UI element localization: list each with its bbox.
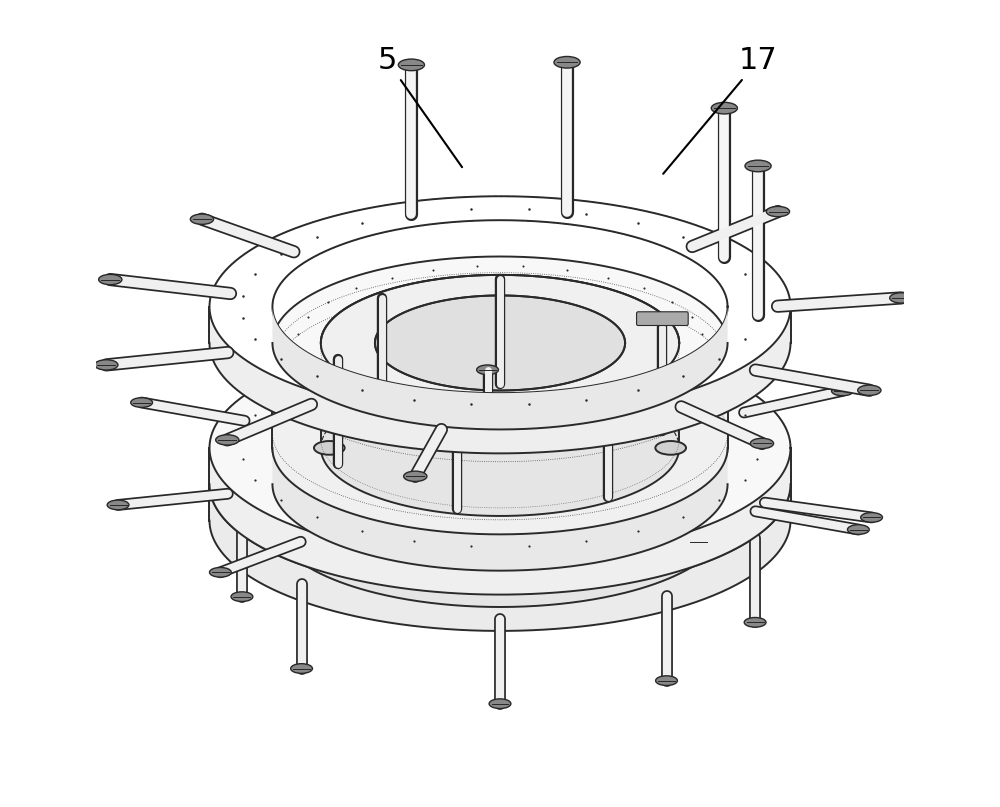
Polygon shape: [321, 275, 679, 411]
Ellipse shape: [131, 398, 153, 408]
Ellipse shape: [534, 504, 556, 513]
Ellipse shape: [832, 386, 853, 395]
Polygon shape: [209, 196, 791, 417]
Polygon shape: [375, 295, 625, 391]
Ellipse shape: [489, 699, 511, 709]
Ellipse shape: [209, 567, 231, 577]
Ellipse shape: [750, 438, 774, 449]
Ellipse shape: [744, 617, 766, 627]
Ellipse shape: [291, 663, 312, 673]
Ellipse shape: [554, 56, 580, 68]
Polygon shape: [209, 448, 791, 595]
Polygon shape: [209, 484, 791, 631]
Polygon shape: [321, 343, 679, 516]
Ellipse shape: [745, 160, 771, 172]
Polygon shape: [272, 343, 728, 534]
Ellipse shape: [99, 274, 122, 285]
Ellipse shape: [398, 59, 424, 71]
Ellipse shape: [711, 102, 737, 114]
Text: 5: 5: [377, 46, 462, 167]
Ellipse shape: [861, 512, 882, 522]
Polygon shape: [272, 307, 728, 429]
Text: 17: 17: [663, 46, 778, 174]
Ellipse shape: [858, 385, 881, 395]
Polygon shape: [272, 448, 728, 571]
Ellipse shape: [107, 500, 129, 510]
Ellipse shape: [231, 592, 253, 601]
Ellipse shape: [656, 675, 677, 685]
Polygon shape: [272, 484, 728, 607]
Ellipse shape: [314, 441, 345, 455]
Polygon shape: [209, 374, 791, 595]
Ellipse shape: [477, 365, 498, 374]
FancyBboxPatch shape: [637, 312, 688, 325]
Ellipse shape: [655, 441, 686, 455]
Polygon shape: [272, 257, 728, 429]
Ellipse shape: [216, 435, 239, 445]
Polygon shape: [209, 307, 791, 454]
Ellipse shape: [688, 537, 709, 547]
Ellipse shape: [341, 520, 362, 529]
Polygon shape: [209, 337, 791, 558]
Ellipse shape: [190, 214, 214, 224]
Ellipse shape: [847, 525, 869, 534]
Ellipse shape: [95, 360, 118, 370]
Ellipse shape: [404, 471, 427, 482]
Ellipse shape: [766, 207, 790, 217]
Ellipse shape: [890, 293, 913, 303]
